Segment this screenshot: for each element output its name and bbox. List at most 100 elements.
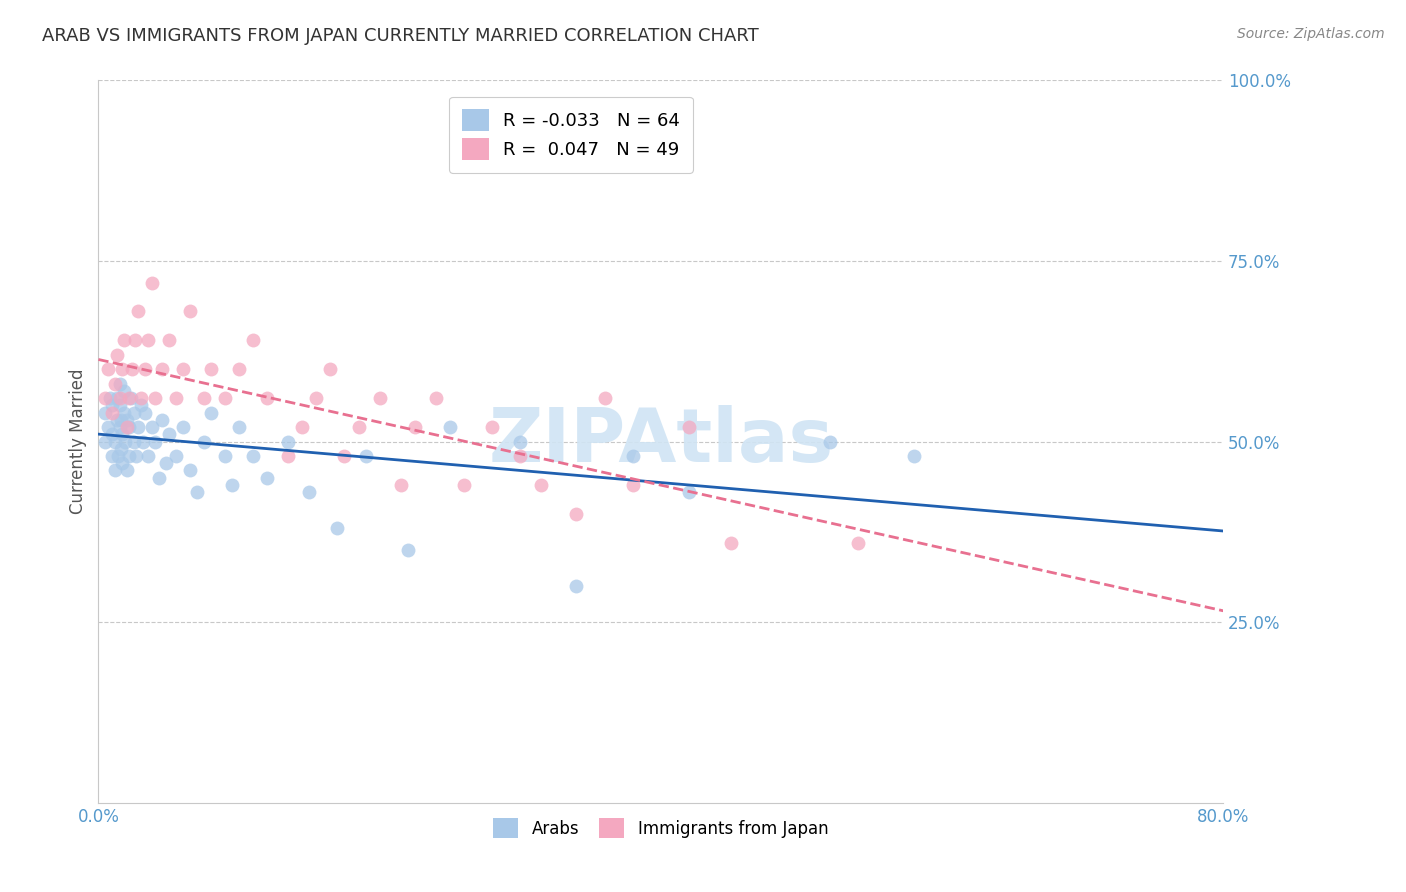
Point <box>97 362 120 376</box>
Point <box>593 391 616 405</box>
Point <box>143 391 166 405</box>
Point <box>112 334 135 348</box>
Point <box>389 478 412 492</box>
Point <box>565 507 588 521</box>
Point <box>118 391 141 405</box>
Point <box>94 406 117 420</box>
Point <box>157 334 180 348</box>
Point <box>242 334 264 348</box>
Point <box>396 542 419 557</box>
Point <box>305 391 328 405</box>
Point <box>214 391 236 405</box>
Point <box>104 463 127 477</box>
Point <box>256 391 278 405</box>
Point <box>621 449 644 463</box>
Point <box>157 427 180 442</box>
Point <box>193 434 215 449</box>
Point <box>150 413 173 427</box>
Point <box>439 420 461 434</box>
Point <box>136 449 159 463</box>
Point <box>148 470 170 484</box>
Point <box>104 434 127 449</box>
Point <box>105 391 128 405</box>
Point <box>291 420 314 434</box>
Point <box>186 485 208 500</box>
Point <box>481 420 503 434</box>
Point <box>155 456 177 470</box>
Point <box>621 478 644 492</box>
Point <box>193 391 215 405</box>
Point <box>818 434 841 449</box>
Point <box>678 485 700 500</box>
Point <box>110 413 132 427</box>
Point <box>319 362 342 376</box>
Point <box>333 449 356 463</box>
Point <box>846 535 869 549</box>
Point <box>354 449 377 463</box>
Point <box>150 362 173 376</box>
Point <box>228 362 250 376</box>
Point <box>347 420 370 434</box>
Point <box>112 384 135 398</box>
Point <box>127 304 149 318</box>
Point <box>165 391 187 405</box>
Point <box>111 456 134 470</box>
Point <box>97 420 120 434</box>
Point <box>134 406 156 420</box>
Point <box>101 449 124 463</box>
Point <box>179 304 201 318</box>
Point <box>127 420 149 434</box>
Point <box>256 470 278 484</box>
Point <box>141 276 163 290</box>
Point <box>200 406 222 420</box>
Point <box>453 478 475 492</box>
Point <box>112 406 135 420</box>
Point <box>179 463 201 477</box>
Point <box>172 420 194 434</box>
Point <box>105 413 128 427</box>
Point <box>298 485 321 500</box>
Point <box>121 362 143 376</box>
Point <box>172 362 194 376</box>
Point <box>101 427 124 442</box>
Point <box>122 406 145 420</box>
Point <box>221 478 243 492</box>
Y-axis label: Currently Married: Currently Married <box>69 368 87 515</box>
Point <box>141 420 163 434</box>
Point <box>277 434 299 449</box>
Text: ARAB VS IMMIGRANTS FROM JAPAN CURRENTLY MARRIED CORRELATION CHART: ARAB VS IMMIGRANTS FROM JAPAN CURRENTLY … <box>42 27 759 45</box>
Point <box>530 478 553 492</box>
Point <box>565 579 588 593</box>
Legend: Arabs, Immigrants from Japan: Arabs, Immigrants from Japan <box>486 812 835 845</box>
Point <box>108 398 131 412</box>
Point <box>101 406 124 420</box>
Point <box>720 535 742 549</box>
Point <box>277 449 299 463</box>
Point <box>129 398 152 412</box>
Point <box>107 449 129 463</box>
Point <box>903 449 925 463</box>
Point <box>110 442 132 456</box>
Point <box>108 376 131 391</box>
Point <box>136 334 159 348</box>
Point <box>143 434 166 449</box>
Point <box>108 391 131 405</box>
Point <box>124 334 146 348</box>
Point <box>129 391 152 405</box>
Point <box>108 420 131 434</box>
Point <box>132 434 155 449</box>
Point <box>111 427 134 442</box>
Point <box>114 434 136 449</box>
Point <box>115 420 138 434</box>
Point <box>242 449 264 463</box>
Point <box>115 463 138 477</box>
Point <box>425 391 447 405</box>
Point <box>200 362 222 376</box>
Point <box>404 420 426 434</box>
Point <box>105 348 128 362</box>
Point <box>118 449 141 463</box>
Point <box>214 449 236 463</box>
Point <box>678 420 700 434</box>
Point <box>118 420 141 434</box>
Point <box>101 398 124 412</box>
